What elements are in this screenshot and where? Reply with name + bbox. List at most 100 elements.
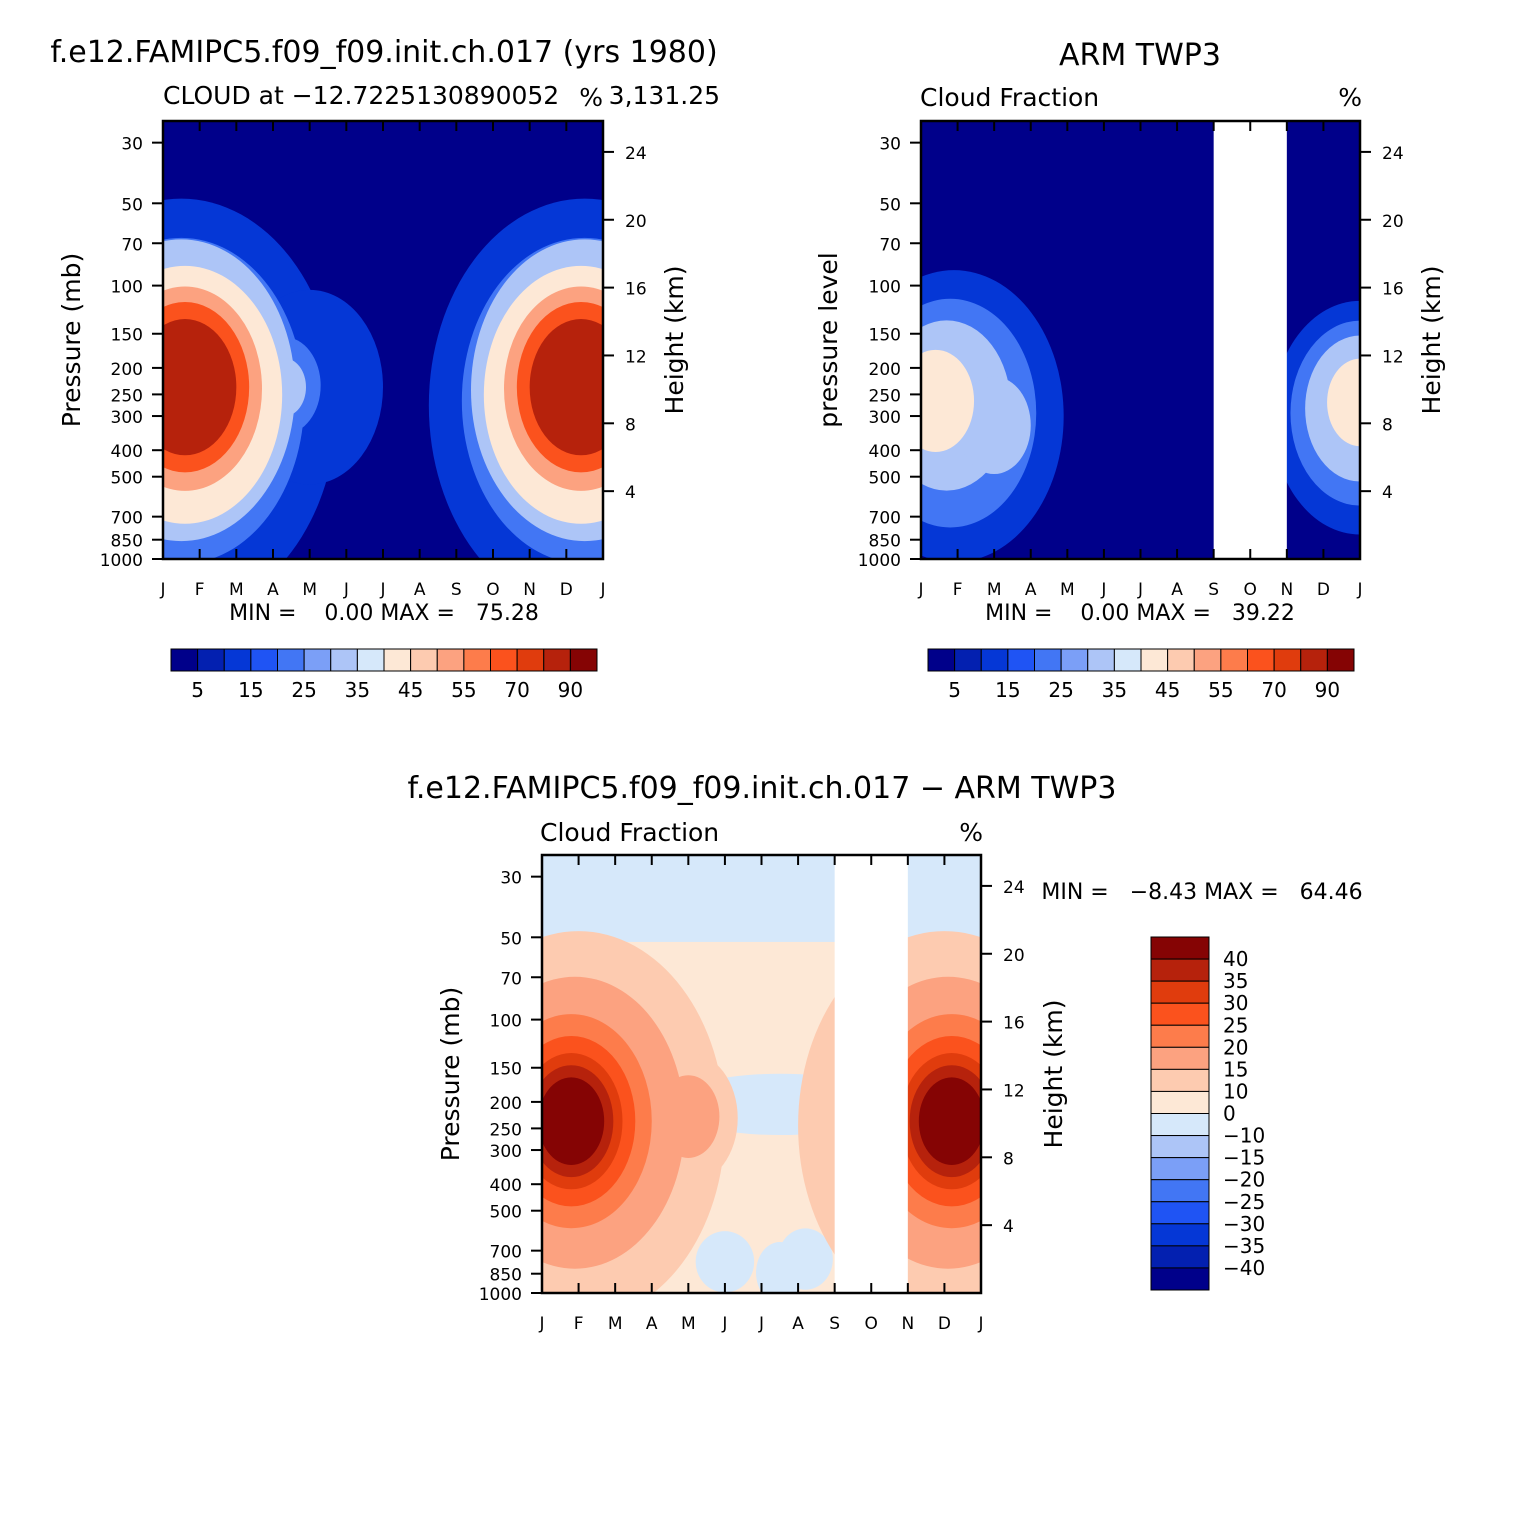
diff-ylabel: Pressure (mb)	[436, 987, 465, 1161]
colorbar-label: 15	[238, 678, 263, 702]
x-tick-label: M	[681, 1314, 696, 1334]
colorbar-box	[1150, 980, 1210, 1004]
x-tick-label: J	[758, 1314, 764, 1334]
colorbar-label: 35	[1223, 969, 1248, 993]
y-tick-label: 150	[869, 326, 901, 346]
x-tick-label: J	[599, 580, 605, 600]
colorbar-box	[1034, 648, 1062, 672]
model-plot-area	[163, 121, 603, 559]
x-tick-label: A	[792, 1314, 804, 1334]
colorbar-label: −20	[1223, 1168, 1265, 1192]
x-tick-label: J	[1100, 580, 1106, 600]
model-stats: MIN = 0.00 MAX = 75.28	[229, 601, 539, 626]
x-tick-label: M	[302, 580, 317, 600]
height-tick-label: 8	[625, 415, 636, 435]
diff-stats: MIN = −8.43 MAX = 64.46	[1041, 880, 1362, 905]
colorbar-box	[356, 648, 385, 672]
x-tick-label: S	[1208, 580, 1219, 600]
x-tick-label: N	[523, 580, 536, 600]
y-tick-label: 300	[490, 1142, 522, 1162]
colorbar-box	[954, 648, 982, 672]
colorbar-box	[1220, 648, 1248, 672]
colorbar-box	[303, 648, 332, 672]
y-tick-label: 400	[869, 442, 901, 462]
colorbar-box	[569, 648, 598, 672]
colorbar-box	[1326, 648, 1355, 672]
colorbar-box	[1300, 648, 1328, 672]
colorbar-box	[410, 648, 438, 672]
y-tick-label: 30	[500, 869, 522, 889]
x-tick-label: D	[938, 1314, 951, 1334]
height-tick-label: 8	[1382, 415, 1393, 435]
y-tick-label: 200	[111, 360, 143, 380]
height-tick-label: 24	[1382, 144, 1404, 164]
obs-title: ARM TWP3	[1059, 38, 1221, 73]
y-tick-label: 70	[121, 235, 143, 255]
model-ylabel: Pressure (mb)	[57, 253, 86, 427]
y-tick-label: 100	[111, 278, 143, 298]
colorbar-box	[927, 648, 956, 672]
colorbar-box	[223, 648, 252, 672]
colorbar-box	[980, 648, 1009, 672]
diff-plot-area	[542, 855, 981, 1293]
y-tick-label: 200	[869, 360, 901, 380]
colorbar-box	[330, 648, 358, 672]
colorbar-box	[1150, 1002, 1210, 1026]
height-tick-label: 4	[625, 483, 636, 503]
colorbar-box	[1113, 648, 1142, 672]
contour-level-40	[918, 1077, 981, 1165]
colorbar-box	[383, 648, 412, 672]
y-tick-label: 250	[111, 386, 143, 406]
colorbar-label: −15	[1223, 1146, 1265, 1170]
colorbar-box	[1060, 648, 1089, 672]
colorbar-label: 5	[948, 678, 961, 702]
x-tick-label: F	[195, 580, 205, 600]
colorbar-box	[1140, 648, 1169, 672]
colorbar-label: 30	[1223, 991, 1248, 1015]
y-tick-label: 850	[111, 532, 143, 552]
contour-level-35	[921, 349, 975, 452]
y-tick-label: 50	[121, 195, 143, 215]
x-tick-label: J	[917, 580, 923, 600]
missing-months	[834, 855, 908, 1293]
colorbar-box	[1150, 1245, 1210, 1269]
obs-contours	[921, 270, 1360, 559]
height-tick-label: 20	[1382, 212, 1404, 232]
model-panel: f.e12.FAMIPC5.f09_f09.init.ch.017 (yrs 1…	[50, 35, 720, 702]
x-tick-label: M	[608, 1314, 623, 1334]
colorbar-label: 25	[1223, 1013, 1248, 1037]
y-tick-label: 200	[490, 1094, 522, 1114]
x-tick-label: D	[1317, 580, 1330, 600]
obs-plot-area	[921, 121, 1360, 559]
colorbar-box	[1007, 648, 1035, 672]
y-tick-label: 50	[500, 929, 522, 949]
height-tick-label: 4	[1003, 1217, 1014, 1237]
colorbar-box	[1193, 648, 1222, 672]
colorbar-label: 45	[1155, 678, 1180, 702]
y-tick-label: 300	[869, 408, 901, 428]
colorbar-label: 25	[1048, 678, 1073, 702]
x-tick-label: M	[229, 580, 244, 600]
colorbar-box	[1150, 1113, 1210, 1137]
y-tick-label: 150	[490, 1060, 522, 1080]
colorbar-label: 15	[995, 678, 1020, 702]
x-tick-label: S	[829, 1314, 840, 1334]
colorbar-box	[1150, 1201, 1210, 1225]
colorbar-label: 70	[504, 678, 529, 702]
y-tick-label: 700	[869, 509, 901, 529]
x-tick-label: J	[977, 1314, 983, 1334]
x-tick-label: J	[379, 580, 385, 600]
obs-subtitle-left: Cloud Fraction	[920, 83, 1099, 112]
colorbar-label: −10	[1223, 1124, 1265, 1148]
y-tick-label: 30	[879, 135, 901, 155]
height-tick-label: 24	[1003, 878, 1025, 898]
obs-units: %	[1338, 83, 1362, 112]
colorbar-box	[170, 648, 199, 672]
colorbar-box	[463, 648, 491, 672]
y-tick-label: 70	[879, 235, 901, 255]
diff-panel: f.e12.FAMIPC5.f09_f09.init.ch.017 − ARM …	[408, 771, 1363, 1334]
colorbar-label: 35	[1102, 678, 1127, 702]
